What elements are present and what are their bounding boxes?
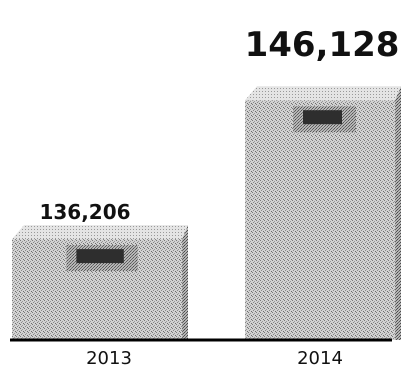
bar-top-2014 <box>245 86 401 101</box>
data-label-2013: 136,206 <box>39 200 130 224</box>
bar-2013 <box>12 225 188 340</box>
x-tick-label-2013: 2013 <box>86 348 132 369</box>
x-axis-ticks-group: 2013 2014 <box>86 348 343 369</box>
bar-side-2014 <box>395 86 401 340</box>
bar-top-2013 <box>12 225 188 240</box>
bar-front-2014 <box>245 100 395 340</box>
data-label-2014: 146,128 <box>245 25 400 65</box>
bar-device-screen-2013 <box>76 249 124 264</box>
data-labels-group: 136,206 146,128 <box>39 25 399 224</box>
bar-device-screen-2014 <box>303 110 342 125</box>
x-tick-label-2014: 2014 <box>297 348 343 369</box>
bar-side-2013 <box>182 225 188 340</box>
bar-2014 <box>245 86 401 340</box>
bars-group <box>12 86 401 340</box>
